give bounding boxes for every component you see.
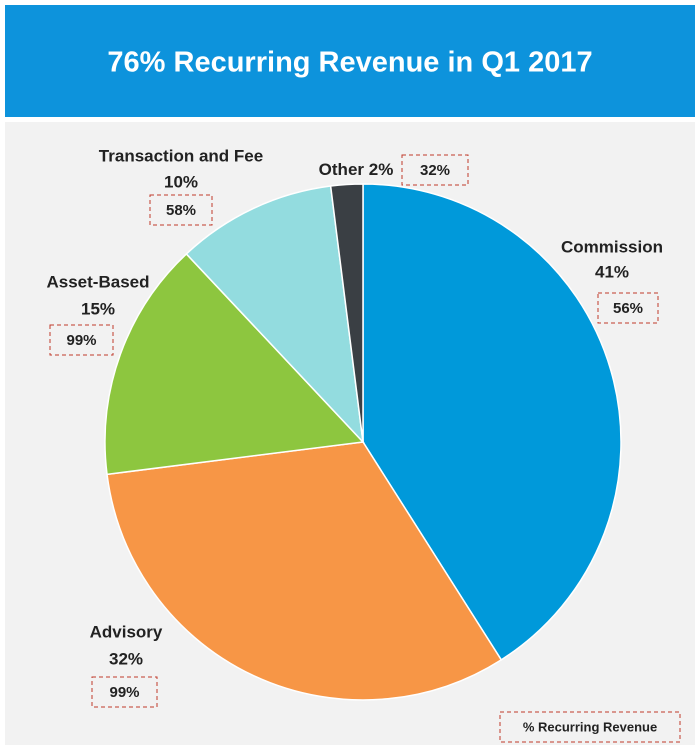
pie-slice (362, 183, 622, 661)
slice-value-label: 41% (595, 262, 629, 281)
slice-label: Transaction and Fee (99, 146, 263, 165)
slice-name: Other (319, 160, 365, 179)
slice-value-label: 2% (369, 160, 394, 179)
slice-value-label: 10% (164, 172, 198, 191)
header-band (5, 5, 695, 117)
recurring-label: 99% (109, 684, 139, 701)
recurring-box (91, 676, 158, 708)
slice-label: Commission (561, 237, 663, 256)
pie-slice (104, 252, 365, 476)
pie-slice (329, 183, 364, 443)
chart-title: 76% Recurring Revenue in Q1 2017 (107, 47, 592, 79)
recurring-label: 56% (613, 300, 643, 317)
recurring-label: 32% (420, 162, 450, 179)
slice-value-label: 32% (109, 649, 143, 668)
recurring-label: 58% (166, 202, 196, 219)
recurring-box (49, 324, 114, 356)
recurring-box (597, 292, 659, 324)
slice-label: Advisory (90, 622, 163, 641)
slice-label: Asset-Based (47, 272, 150, 291)
recurring-box (401, 154, 469, 186)
pie-slice (185, 185, 365, 445)
recurring-box (149, 194, 213, 226)
pie-slice (106, 441, 503, 701)
recurring-label: 99% (66, 332, 96, 349)
legend-label: % Recurring Revenue (523, 719, 657, 734)
slice-label: Other 2% (319, 160, 394, 179)
slice-value-label: 15% (81, 299, 115, 318)
